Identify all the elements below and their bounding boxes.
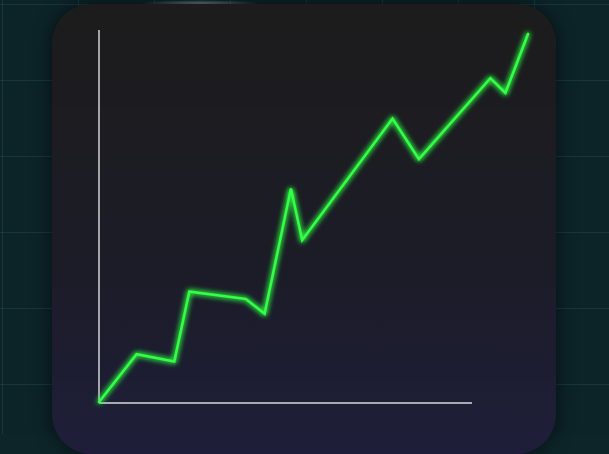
line-chart [97,30,530,404]
data-point [188,291,190,293]
data-point [245,298,247,300]
data-point [527,33,529,35]
data-point [418,158,420,160]
data-point [136,353,138,355]
data-point [489,77,491,79]
data-point [173,361,175,363]
top-glow [140,0,260,6]
chart-card [52,4,556,454]
data-point [504,92,506,94]
data-point [264,313,266,315]
series-layer [97,32,530,404]
data-point [392,118,394,120]
series-line-0 [97,32,530,404]
data-point [98,401,100,403]
data-point [290,188,292,190]
data-point [301,239,303,241]
